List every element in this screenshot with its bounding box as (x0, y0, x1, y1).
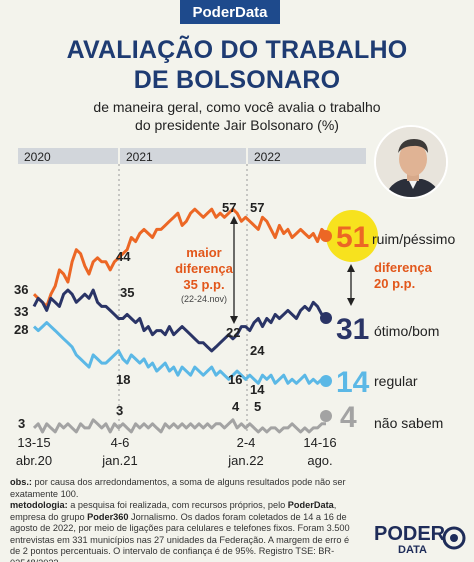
anno-ns-5: 5 (254, 399, 261, 414)
anno-regular-18: 18 (116, 372, 130, 387)
endpoint-otimo (320, 312, 332, 324)
year-band-2022 (248, 148, 366, 164)
anno-ns-4: 4 (232, 399, 240, 414)
max-diff-arrowhead-top (230, 216, 238, 224)
anno-otimo-22: 22 (226, 325, 240, 340)
endpoint-nao-sabem (320, 410, 332, 422)
cur-diff-line2: 20 p.p. (374, 276, 415, 291)
label-otimo: ótimo/bom (374, 323, 439, 339)
anno-ruim-57b: 57 (250, 200, 264, 215)
value-nao-sabem: 4 (340, 401, 357, 434)
endpoint-regular (320, 375, 332, 387)
anno-otimo-24: 24 (250, 343, 265, 358)
footer-obs: obs.: por causa dos arredondamentos, a s… (10, 477, 350, 500)
xtick-3-line2: jan.22 (227, 453, 263, 468)
anno-ruim-57a: 57 (222, 200, 236, 215)
year-band-2021 (120, 148, 246, 164)
logo-line2: DATA (398, 544, 427, 556)
series-line-ruim (32, 207, 328, 308)
anno-ruim-44: 44 (116, 249, 131, 264)
subtitle-line-1: de maneira geral, como você avalia o tra… (93, 99, 381, 115)
label-ruim: ruim/péssimo (372, 231, 455, 247)
max-diff-arrowhead-bottom (230, 316, 238, 324)
highlight-circle (326, 210, 378, 262)
xtick-1-line2: abr.20 (16, 453, 52, 468)
start-otimo: 33 (14, 304, 28, 319)
start-nao-sabem: 3 (18, 416, 25, 431)
met-brand: PoderData (287, 500, 334, 510)
met-text2: , empresa do grupo (10, 500, 337, 522)
start-regular: 28 (14, 322, 28, 337)
series-line-regular (32, 321, 328, 385)
start-ruim: 36 (14, 282, 28, 297)
logo-line1: PODER (374, 523, 446, 545)
anno-regular-16: 16 (228, 372, 242, 387)
xtick-2-line1: 4-6 (111, 435, 130, 450)
xtick-1-line1: 13-15 (17, 435, 50, 450)
cur-diff-line1: diferença (374, 260, 433, 275)
footer-notes: obs.: por causa dos arredondamentos, a s… (10, 477, 350, 562)
value-otimo: 31 (336, 313, 369, 346)
obs-label: obs.: (10, 477, 32, 487)
met-text: a pesquisa foi realizada, com recursos p… (67, 500, 288, 510)
poderdata-logo: PODER DATA (374, 523, 466, 556)
anno-otimo-35: 35 (120, 285, 134, 300)
met-text3: Jornalismo. Os dados foram coletados de … (10, 511, 350, 562)
label-nao-sabem: não sabem (374, 415, 443, 431)
xtick-4-line1: 14-16 (303, 435, 336, 450)
xtick-2-line2: jan.21 (101, 453, 137, 468)
logo-ring-icon (442, 526, 466, 550)
cur-diff-arrowhead-top (347, 264, 355, 272)
cur-diff-arrowhead-bottom (347, 298, 355, 306)
poderdata-badge: PoderData (180, 0, 280, 24)
subtitle-line-2: do presidente Jair Bolsonaro (%) (135, 117, 339, 133)
line-chart: 2020 2021 2022 51 31 14 4 ruim/péssimo ó… (14, 148, 455, 468)
portrait-icon (376, 127, 446, 197)
year-label-2021: 2021 (126, 150, 153, 164)
max-diff-line2: diferença (175, 261, 234, 276)
endpoint-ruim (320, 230, 332, 242)
year-band-2020 (18, 148, 118, 164)
value-ruim: 51 (336, 221, 369, 254)
value-regular: 14 (336, 366, 370, 399)
footer-methodology: metodologia: a pesquisa foi realizada, c… (10, 500, 350, 562)
year-label-2020: 2020 (24, 150, 51, 164)
max-diff-line3: 35 p.p. (183, 277, 224, 292)
label-regular: regular (374, 373, 418, 389)
obs-text: por causa dos arredondamentos, a soma de… (10, 477, 346, 499)
xtick-4-line2: ago. (307, 453, 332, 468)
year-label-2022: 2022 (254, 150, 281, 164)
xtick-3-line1: 2-4 (237, 435, 256, 450)
anno-regular-14: 14 (250, 382, 265, 397)
president-photo (374, 125, 448, 199)
anno-ns-3: 3 (116, 403, 123, 418)
max-diff-note: (22-24.nov) (181, 294, 227, 304)
series-line-otimo (32, 288, 326, 353)
title-line-2: DE BOLSONARO (133, 66, 341, 94)
max-diff-box (176, 244, 230, 306)
logo-dot-icon (450, 534, 458, 542)
max-diff-line1: maior (186, 245, 221, 260)
series-line-nao_sabem (32, 418, 326, 434)
met-label: metodologia: (10, 500, 68, 510)
met-brand2: Poder360 (87, 511, 129, 522)
title-line-1: AVALIAÇÃO DO TRABALHO (66, 36, 408, 64)
